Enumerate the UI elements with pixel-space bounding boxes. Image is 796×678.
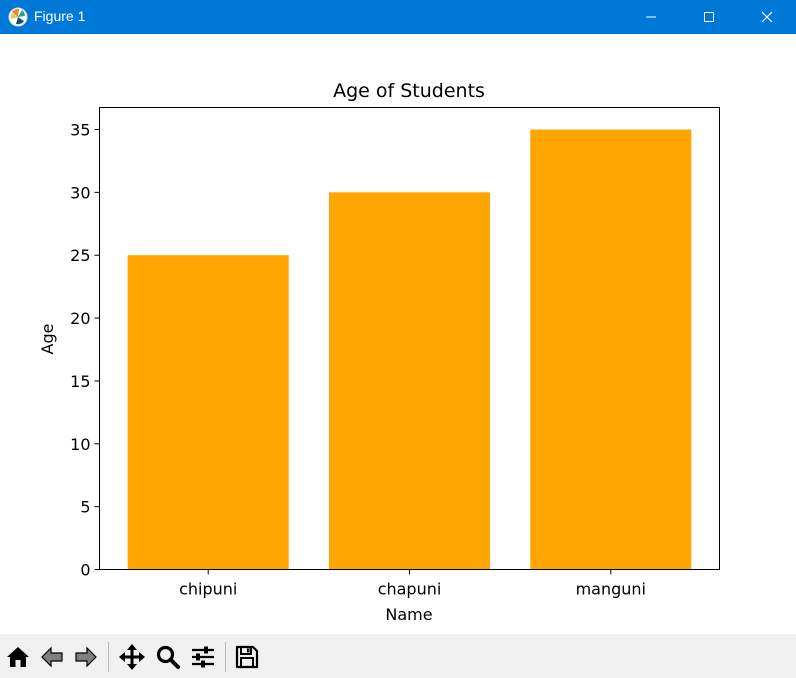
bar-chart: Age of Students Name Age 05101520253035 … [38,80,720,624]
navigation-toolbar [0,634,796,678]
y-axis-label: Age [38,324,57,355]
bar-chapuni [328,192,491,570]
minimize-button[interactable] [622,0,680,34]
y-tick-label: 10 [70,435,90,454]
x-axis-label: Name [385,605,432,624]
forward-button[interactable] [71,643,101,671]
x-tick-label: chapuni [378,580,442,599]
maximize-button[interactable] [680,0,738,34]
y-tick-label: 5 [80,498,90,517]
close-button[interactable] [738,0,796,34]
save-icon [235,645,259,669]
chart-title: Age of Students [333,80,485,102]
minimize-icon [646,16,656,18]
bar-manguni [530,129,692,570]
home-button[interactable] [3,643,33,671]
x-tick-label: chipuni [179,580,237,599]
close-icon [761,11,773,23]
toolbar-separator [108,642,109,672]
figure-canvas: Age of Students Name Age 0 5 10 15 20 25 30 35 … [0,34,796,634]
window-titlebar: Figure 1 [0,0,796,34]
pan-icon [119,644,145,670]
y-tick-label: 25 [70,246,90,265]
back-icon [41,646,63,668]
zoom-button[interactable] [153,643,183,671]
home-icon [7,647,29,667]
y-tick-label: 0 [80,561,90,580]
matplotlib-logo-icon [8,7,28,27]
bar-chipuni [127,255,289,570]
y-tick-label: 35 [70,121,90,140]
window-title: Figure 1 [34,8,86,24]
plot-area-frame [99,107,720,570]
y-tick-label: 20 [70,309,90,328]
maximize-icon [704,12,714,22]
y-tick-label: 15 [70,372,90,391]
forward-icon [75,646,97,668]
zoom-icon [156,645,180,669]
back-button[interactable] [37,643,67,671]
toolbar-separator [225,642,226,672]
save-button[interactable] [232,643,262,671]
x-tick-label: manguni [576,580,646,599]
pan-button[interactable] [117,643,147,671]
y-tick-label: 30 [70,183,90,202]
configure-icon [192,646,214,668]
configure-subplots-button[interactable] [188,643,218,671]
